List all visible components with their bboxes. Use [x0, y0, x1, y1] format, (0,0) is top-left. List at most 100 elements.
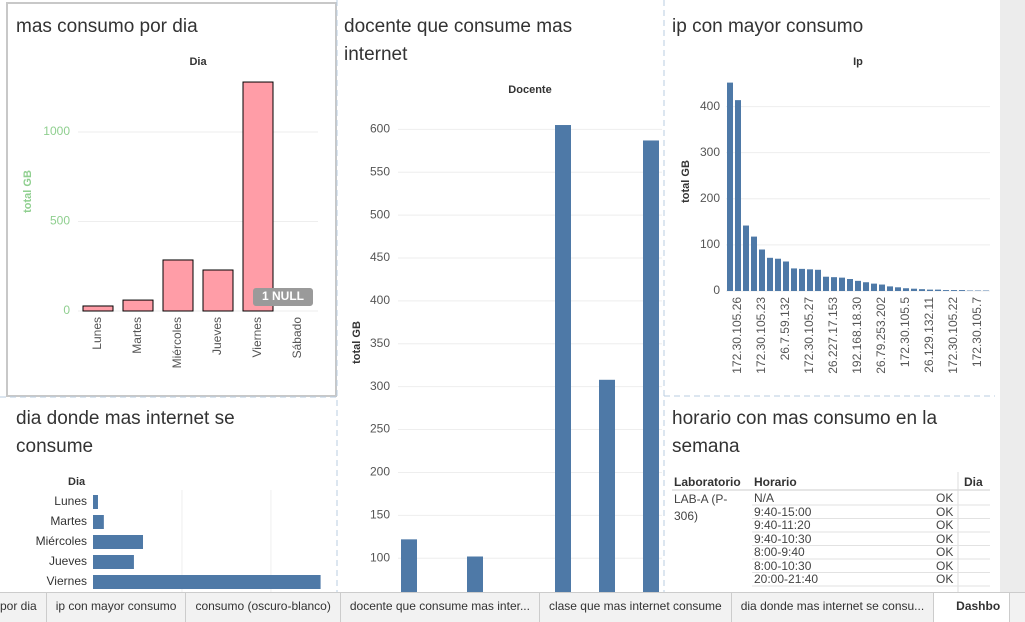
row-status: OK	[936, 491, 953, 505]
bar	[243, 82, 273, 311]
bar	[935, 290, 941, 291]
sheet-tab[interactable]: dia donde mas internet se consu...	[732, 593, 934, 622]
y-tick-label: Viernes	[47, 574, 87, 588]
y-tick-label: 500	[50, 214, 70, 228]
y-tick-label: 100	[370, 550, 390, 564]
y-tick-label: 300	[370, 379, 390, 393]
x-tick-label: 26.129.132.11	[922, 297, 936, 373]
bar	[555, 125, 571, 621]
row-label: 20:00-21:40	[754, 572, 818, 586]
panel-title: mas consumo por dia	[16, 13, 326, 41]
bar	[911, 289, 917, 291]
sheet-tab[interactable]: Dashbo	[934, 593, 1010, 622]
y-tick-label: 1000	[43, 124, 70, 138]
row-status: OK	[936, 518, 953, 532]
y-tick-label: 100	[700, 237, 720, 251]
bar	[807, 269, 813, 291]
bar	[871, 284, 877, 291]
bar	[887, 286, 893, 291]
y-axis-title: total GB	[680, 160, 692, 203]
x-tick-label: Sábado	[290, 317, 304, 359]
bar	[855, 281, 861, 291]
column-header: Horario	[754, 475, 797, 489]
bar	[759, 250, 765, 291]
bar	[791, 268, 797, 291]
bar	[823, 277, 829, 291]
row-status: OK	[936, 532, 953, 546]
y-tick-label: 500	[370, 207, 390, 221]
x-tick-label: 26.79.253.202	[874, 297, 888, 374]
y-tick-label: 450	[370, 250, 390, 264]
x-tick-label: Martes	[130, 317, 144, 354]
sheet-tab[interactable]: ip con mayor consumo	[47, 593, 187, 622]
sheet-tab[interactable]: por dia	[0, 593, 47, 622]
x-axis-title: Dia	[189, 56, 207, 68]
row-status: OK	[936, 505, 953, 519]
bar	[751, 237, 757, 291]
panel-title: horario con mas consumo en la semana	[672, 405, 972, 461]
x-tick-label: 192.168.18.30	[850, 297, 864, 374]
y-tick-label: 200	[700, 191, 720, 205]
y-tick-label: 550	[370, 164, 390, 178]
y-tick-label: 0	[713, 283, 720, 297]
y-tick-label: 350	[370, 336, 390, 350]
y-tick-label: Miércoles	[36, 534, 87, 548]
row-group: LAB-A (P-306)	[674, 491, 729, 525]
bar	[775, 259, 781, 291]
y-tick-label: 300	[700, 145, 720, 159]
x-axis-title: Ip	[853, 56, 863, 68]
y-tick-label: 200	[370, 465, 390, 479]
bar	[903, 288, 909, 291]
y-tick-label: Lunes	[54, 494, 87, 508]
x-tick-label: Viernes	[250, 317, 264, 357]
row-status: OK	[936, 572, 953, 586]
bar	[735, 100, 741, 291]
row-label: 9:40-15:00	[754, 505, 811, 519]
side-strip	[1000, 0, 1025, 621]
bar	[123, 300, 153, 311]
row-header: Dia	[68, 476, 86, 488]
sheet-tab[interactable]: consumo (oscuro-blanco)	[186, 593, 340, 622]
bar	[93, 515, 104, 529]
bar	[203, 270, 233, 311]
row-label: 9:40-10:30	[754, 532, 811, 546]
x-tick-label: 172.30.105.7	[970, 297, 984, 367]
bar	[839, 278, 845, 291]
x-tick-label: 172.30.105.27	[802, 297, 816, 374]
row-label: 9:40-11:20	[754, 518, 811, 532]
bar	[93, 575, 321, 589]
bar	[643, 140, 659, 621]
x-tick-label: 26.227.17.153	[826, 297, 840, 374]
row-label: 8:00-10:30	[754, 559, 811, 573]
bar	[727, 83, 733, 291]
sheet-tab[interactable]: clase que mas internet consume	[540, 593, 732, 622]
bar	[863, 282, 869, 291]
bar	[163, 260, 193, 311]
y-tick-label: 250	[370, 422, 390, 436]
row-label: 8:00-9:40	[754, 545, 805, 559]
y-axis-title: total GB	[22, 170, 34, 213]
panel-title: dia donde mas internet se consume	[16, 405, 276, 461]
y-tick-label: 0	[63, 303, 70, 317]
bar	[93, 555, 134, 569]
x-tick-label: Lunes	[90, 317, 104, 350]
bar	[943, 290, 949, 291]
panel-title: ip con mayor consumo	[672, 13, 982, 41]
sheet-tab[interactable]: docente que consume mas inter...	[341, 593, 540, 622]
bar	[83, 306, 113, 311]
bar	[93, 495, 98, 509]
null-badge-label: 1 NULL	[262, 289, 304, 303]
bar	[919, 289, 925, 291]
y-tick-label: 400	[700, 99, 720, 113]
bar	[783, 261, 789, 291]
x-tick-label: Jueves	[210, 317, 224, 355]
row-label: N/A	[754, 491, 774, 505]
x-tick-label: 26.7.59.132	[778, 297, 792, 361]
y-tick-label: 400	[370, 293, 390, 307]
y-tick-label: Martes	[50, 514, 87, 528]
panel-title: docente que consume mas internet	[344, 13, 614, 69]
x-tick-label: 172.30.105.26	[730, 297, 744, 374]
row-status: OK	[936, 545, 953, 559]
